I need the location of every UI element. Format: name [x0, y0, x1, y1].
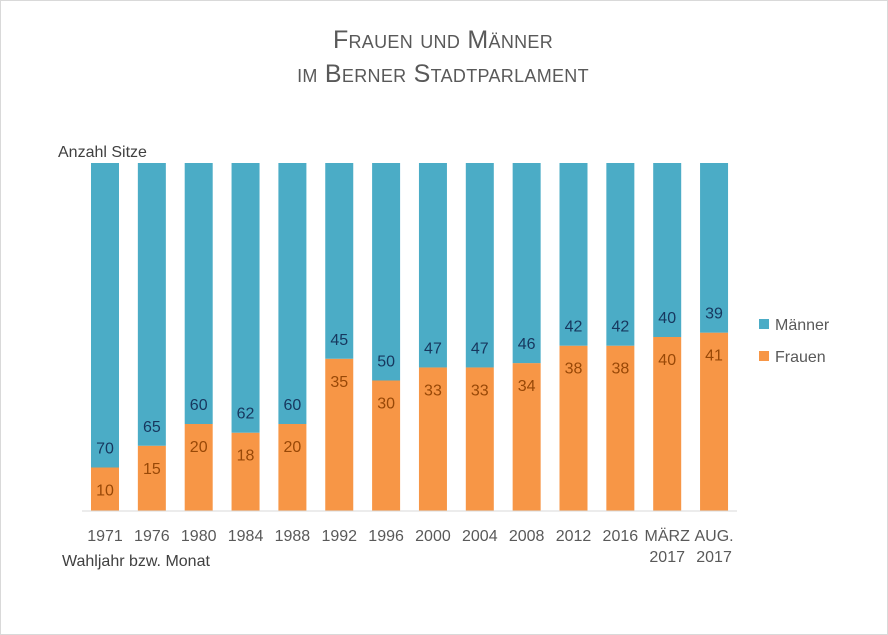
x-tick-label: 2017: [696, 549, 732, 566]
x-tick-label: MÄRZ: [645, 527, 691, 545]
x-tick-label: 2012: [556, 528, 592, 545]
bar-maenner: [184, 163, 213, 424]
data-label-frauen: 30: [377, 396, 395, 413]
bar-maenner: [512, 163, 541, 364]
bar-frauen: [653, 337, 682, 511]
legend: Männer Frauen: [759, 317, 830, 366]
legend-label-frauen: Frauen: [775, 349, 826, 366]
bar-maenner: [325, 163, 354, 359]
bar-frauen: [465, 367, 494, 511]
bar-frauen: [91, 467, 119, 511]
bar-frauen: [606, 345, 635, 511]
bar-frauen: [512, 363, 541, 511]
data-label-maenner: 39: [705, 306, 723, 323]
x-tick-label: 1980: [181, 528, 217, 545]
bar-frauen: [184, 424, 213, 511]
y-axis-label: Anzahl Sitze: [58, 144, 147, 161]
x-tick-label: 1988: [275, 528, 311, 545]
bar-frauen: [231, 432, 260, 511]
bar-frauen: [278, 424, 307, 511]
bar-frauen: [559, 345, 588, 511]
data-label-maenner: 47: [424, 340, 442, 357]
bar-frauen: [700, 332, 729, 511]
x-tick-label: 1971: [87, 528, 123, 545]
legend-label-maenner: Männer: [775, 317, 830, 334]
x-tick-label: 1976: [134, 528, 170, 545]
x-tick-label: 1996: [368, 528, 404, 545]
x-tick-label: 2016: [603, 528, 639, 545]
data-label-maenner: 42: [611, 319, 629, 336]
bar-maenner: [91, 163, 119, 468]
x-axis-label: Wahljahr bzw. Monat: [62, 553, 210, 570]
chart-title-line-2: im Berner Stadtparlament: [297, 60, 589, 88]
bar-maenner: [418, 163, 447, 368]
data-label-frauen: 15: [143, 461, 161, 478]
bar-maenner: [278, 163, 307, 424]
x-tick-label: 2004: [462, 528, 498, 545]
bar-frauen: [325, 358, 354, 511]
data-label-frauen: 33: [424, 382, 442, 399]
bar-maenner: [653, 163, 682, 337]
data-label-maenner: 42: [565, 319, 583, 336]
data-label-frauen: 40: [658, 352, 676, 369]
bar-maenner: [372, 163, 401, 381]
x-tick-label: 2008: [509, 528, 545, 545]
bar-maenner: [606, 163, 635, 346]
bar-maenner: [559, 163, 588, 346]
data-label-maenner: 45: [330, 332, 348, 349]
data-label-frauen: 38: [611, 361, 629, 378]
data-label-frauen: 33: [471, 382, 489, 399]
legend-swatch-frauen: [759, 351, 769, 361]
data-label-maenner: 47: [471, 340, 489, 357]
data-label-frauen: 34: [518, 378, 536, 395]
data-label-frauen: 35: [330, 374, 348, 391]
bar-maenner: [231, 163, 260, 433]
bar-maenner: [137, 163, 166, 446]
data-label-frauen: 20: [190, 439, 208, 456]
x-tick-label: 1992: [321, 528, 357, 545]
data-label-maenner: 60: [284, 397, 302, 414]
data-label-frauen: 41: [705, 348, 723, 365]
x-tick-label: 1984: [228, 528, 264, 545]
data-label-maenner: 60: [190, 397, 208, 414]
data-label-frauen: 38: [565, 361, 583, 378]
data-label-maenner: 70: [96, 441, 114, 458]
data-label-maenner: 50: [377, 354, 395, 371]
data-label-maenner: 46: [518, 336, 536, 353]
chart-title-line-1: Frauen und Männer: [332, 26, 554, 54]
bars-group: 10 70 15 65 20 60 18 62 20 60 35 45 30 50 33 47 33 47 34 46…: [91, 163, 729, 511]
bar-frauen: [418, 367, 447, 511]
data-label-maenner: 65: [143, 419, 161, 436]
data-label-frauen: 10: [96, 483, 114, 500]
data-label-maenner: 40: [658, 310, 676, 327]
legend-swatch-maenner: [759, 319, 769, 329]
x-tick-label: AUG.: [694, 528, 733, 545]
bar-maenner: [700, 163, 729, 333]
data-label-maenner: 62: [237, 406, 255, 423]
bar-frauen: [137, 445, 166, 511]
bar-maenner: [465, 163, 494, 368]
x-tick-label: 2017: [649, 549, 685, 566]
bar-frauen: [372, 380, 401, 511]
x-tick-label: 2000: [415, 528, 451, 545]
data-label-frauen: 18: [237, 448, 255, 465]
x-ticks-group: 1971 1976 1980 1984 1988 1992 1996 2000 2004 2008…: [87, 527, 733, 566]
data-label-frauen: 20: [284, 439, 302, 456]
